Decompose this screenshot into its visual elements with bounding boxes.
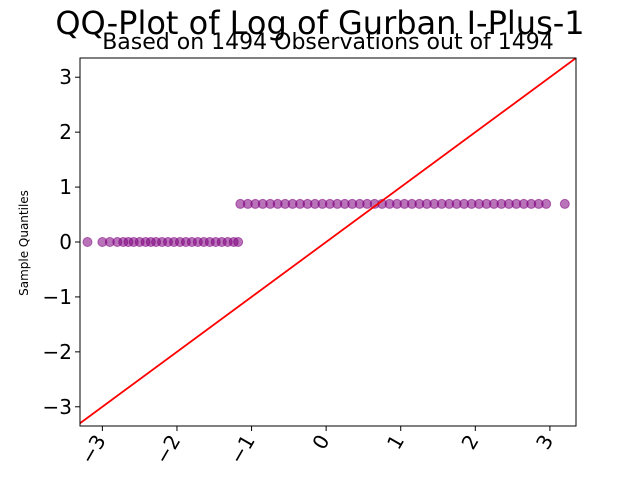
chart-title: QQ-Plot of Log of Gurban I-Plus-1 (55, 4, 584, 42)
data-point (233, 237, 244, 247)
y-tick-label: −1 (43, 285, 72, 309)
plot-area: −3 −2 −1 0 1 2 3 −3 −2 −1 0 1 2 3 (43, 57, 577, 469)
x-tick-label: −1 (224, 431, 260, 469)
data-point (82, 237, 93, 247)
data-point (559, 198, 570, 209)
y-axis-label: Sample Quantiles (17, 190, 31, 296)
y-tick-label: 0 (59, 230, 72, 254)
x-tick-label: −3 (75, 431, 111, 469)
x-tick-label: 2 (456, 431, 483, 454)
chart-subtitle: Based on 1494 Observations out of 1494 (102, 30, 554, 55)
x-tick-label: −2 (150, 431, 186, 469)
y-tick-label: 2 (59, 120, 72, 144)
y-tick-label: −2 (43, 340, 72, 364)
y-tick-label: −3 (43, 395, 72, 419)
x-tick-label: 3 (531, 431, 558, 454)
data-point (541, 198, 552, 209)
x-tick-label: 0 (307, 431, 334, 454)
x-tick-label: 1 (382, 431, 409, 454)
reference-line (80, 58, 576, 424)
y-tick-label: 1 (59, 175, 72, 199)
y-tick-label: 3 (59, 65, 72, 89)
